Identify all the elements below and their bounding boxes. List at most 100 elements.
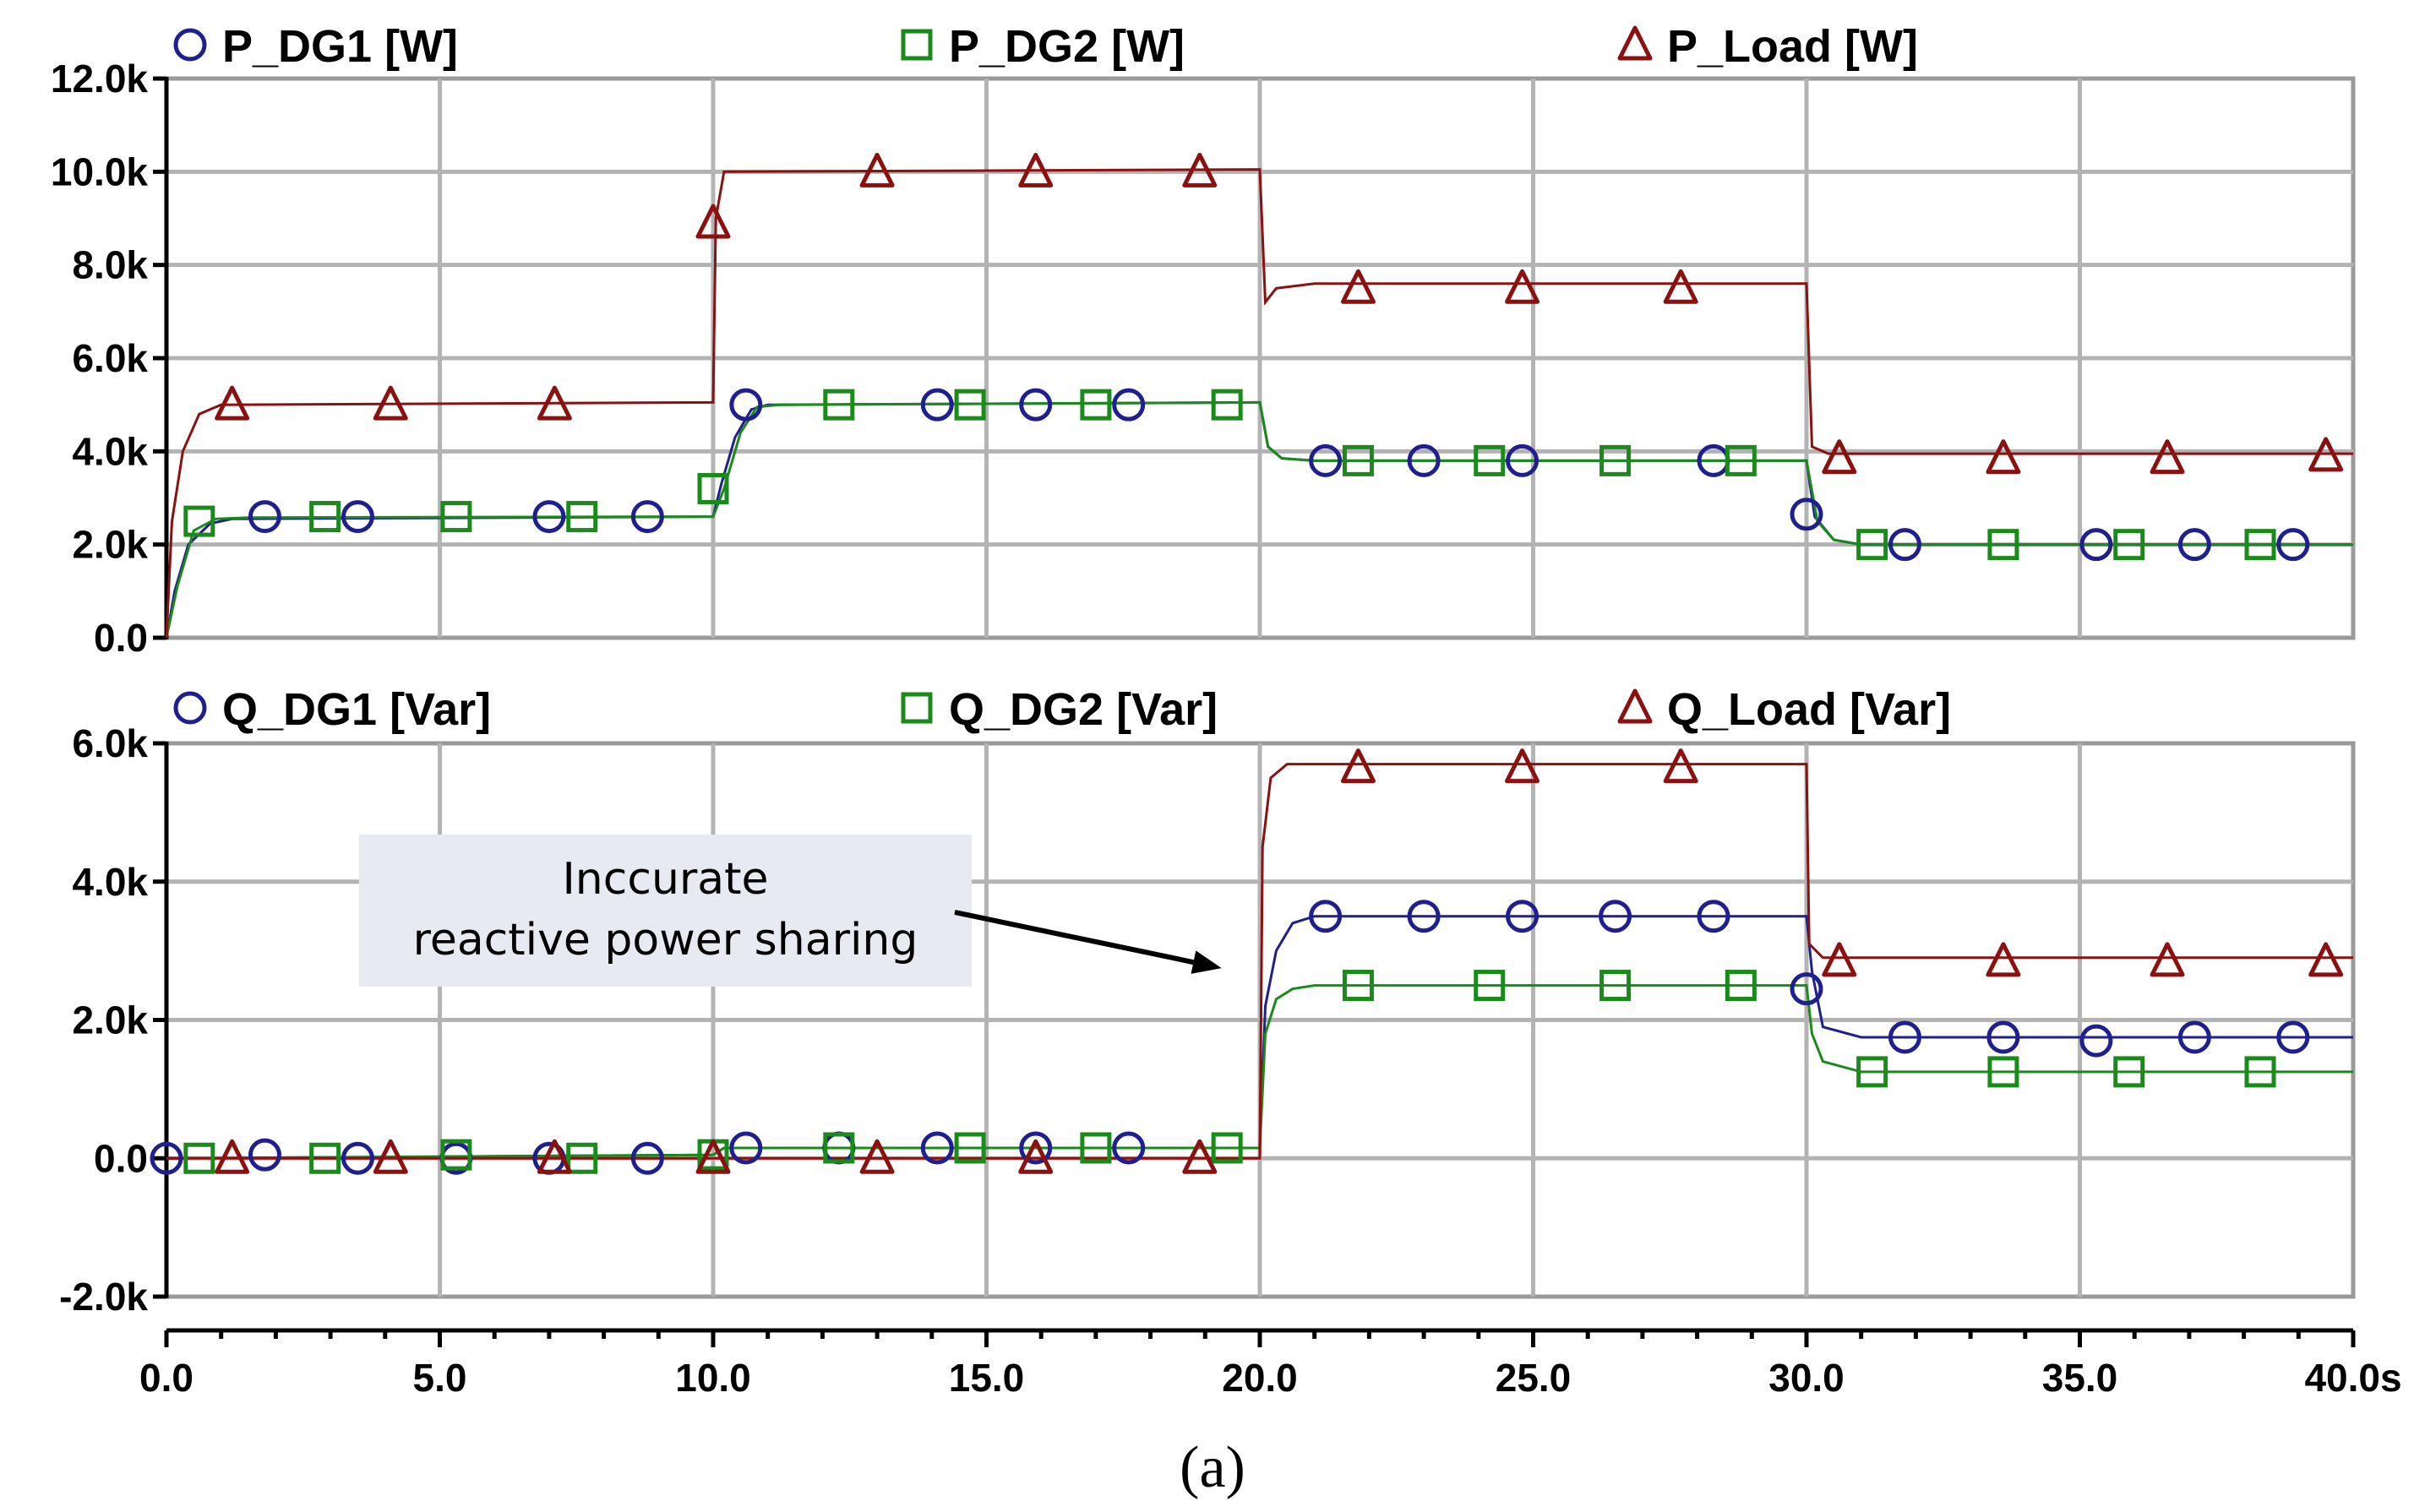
- data-point-p-dg1: [1112, 388, 1146, 422]
- legend-marker-p-load: [1617, 25, 1653, 61]
- data-point-q-dg2: [1599, 970, 1632, 1002]
- figure-caption: (a): [1180, 1435, 1245, 1500]
- annotation-text: reactive power sharing: [413, 915, 918, 965]
- annotation-arrow-shaft: [954, 910, 1195, 965]
- data-point-q-dg1: [341, 1141, 374, 1175]
- data-point-q-load: [215, 1139, 250, 1174]
- y-tick-label: -2.0k: [59, 1275, 148, 1319]
- series-line-q-load: [166, 763, 2353, 1160]
- x-tick-label: 30.0: [1768, 1356, 1845, 1400]
- data-point-q-dg1: [1309, 900, 1343, 933]
- data-point-p-dg1: [1309, 443, 1343, 477]
- data-point-q-dg1: [920, 1131, 954, 1165]
- data-point-p-dg2: [2244, 529, 2276, 561]
- data-point-q-dg1: [2079, 1024, 2113, 1058]
- series-line-q-dg2: [166, 984, 2353, 1160]
- legend-label-q-dg2: Q_DG2 [Var]: [949, 684, 1218, 735]
- legend-label-p-dg2: P_DG2 [W]: [949, 21, 1185, 72]
- x-tick-label: 5.0: [413, 1356, 467, 1400]
- data-point-q-dg2: [1342, 970, 1374, 1002]
- annotation-text: Inccurate: [562, 854, 768, 905]
- data-point-p-dg1: [248, 500, 281, 534]
- data-point-p-dg2: [954, 389, 986, 421]
- data-point-p-dg2: [1080, 389, 1112, 421]
- data-point-p-dg2: [1725, 444, 1757, 476]
- data-point-q-dg1: [1112, 1131, 1146, 1165]
- legend-marker-p-dg1: [173, 28, 207, 62]
- data-point-q-dg1: [1599, 900, 1632, 933]
- data-point-q-dg2: [2244, 1056, 2276, 1088]
- data-point-q-load: [2308, 942, 2344, 977]
- legend-marker-q-dg1: [173, 691, 207, 725]
- data-point-q-dg2: [1987, 1056, 2019, 1088]
- x-tick-label: 20.0: [1222, 1356, 1298, 1400]
- chart-panel-1: 0.0 2.0k 4.0k 6.0k 8.0k 10.0k 12.0k P_DG1 [W] P_…: [51, 21, 2356, 660]
- data-point-q-dg2: [440, 1139, 472, 1171]
- data-point-p-load: [537, 385, 572, 421]
- legend-label-q-dg1: Q_DG1 [Var]: [222, 684, 491, 735]
- data-point-p-dg2: [1856, 529, 1888, 561]
- data-point-p-dg2: [2113, 529, 2145, 561]
- data-point-p-dg2: [823, 389, 855, 421]
- data-point-p-dg1: [1888, 528, 1921, 562]
- data-point-q-dg1: [2276, 1020, 2310, 1054]
- x-tick-label: 35.0: [2042, 1356, 2118, 1400]
- y-tick-label: 12.0k: [51, 57, 149, 101]
- data-point-q-dg2: [183, 1142, 215, 1174]
- y-tick-label: 6.0k: [72, 336, 148, 380]
- data-point-q-dg2: [1856, 1056, 1888, 1088]
- data-point-p-dg2: [183, 505, 215, 537]
- data-point-q-dg1: [1790, 972, 1823, 1006]
- y-tick-label: 10.0k: [51, 150, 149, 193]
- data-point-p-dg1: [532, 500, 566, 534]
- y-tick-label: 0.0: [94, 616, 148, 660]
- data-point-q-dg1: [248, 1138, 281, 1172]
- data-point-q-dg2: [1080, 1132, 1112, 1164]
- data-point-q-load: [859, 1139, 895, 1174]
- y-tick-label: 2.0k: [72, 998, 148, 1042]
- data-point-p-dg2: [566, 501, 598, 533]
- data-point-q-dg2: [954, 1132, 986, 1164]
- data-point-p-dg1: [1019, 388, 1053, 422]
- data-point-q-load: [1505, 748, 1540, 784]
- data-point-q-load: [1340, 748, 1376, 784]
- data-point-q-dg1: [1697, 900, 1730, 933]
- data-point-p-dg2: [309, 501, 341, 533]
- x-tick-label: 10.0: [675, 1356, 751, 1400]
- data-point-q-dg1: [1986, 1020, 2020, 1054]
- data-point-q-dg1: [2177, 1020, 2211, 1054]
- y-tick-label: 8.0k: [72, 243, 148, 287]
- data-point-q-dg2: [1725, 970, 1757, 1002]
- data-point-p-load: [1505, 269, 1540, 304]
- y-tick-label: 4.0k: [72, 429, 148, 473]
- data-point-q-load: [537, 1139, 572, 1174]
- chart-panel-2: -2.0k 0.0 2.0k 4.0k 6.0k Q_DG1 [Var] Q_DG2 [Va…: [59, 684, 2401, 1400]
- data-point-p-load: [695, 204, 731, 239]
- x-tick-label: 15.0: [949, 1356, 1025, 1400]
- data-point-q-dg2: [2113, 1056, 2145, 1088]
- data-point-p-dg2: [697, 472, 729, 504]
- annotation-arrow-head: [1191, 950, 1222, 974]
- data-point-p-dg1: [2276, 528, 2310, 562]
- data-point-p-load: [859, 152, 895, 188]
- data-point-q-dg2: [1474, 970, 1506, 1002]
- legend-marker-q-dg2: [901, 692, 933, 724]
- data-point-q-load: [1663, 748, 1698, 784]
- data-point-q-dg2: [309, 1142, 341, 1174]
- data-point-q-dg1: [630, 1141, 664, 1175]
- data-point-q-load: [1986, 942, 2021, 977]
- data-point-p-dg2: [1599, 444, 1632, 476]
- x-tick-label: 40.0s: [2304, 1356, 2401, 1400]
- legend-marker-p-dg2: [901, 29, 933, 61]
- series-line-p-load: [165, 168, 2353, 639]
- y-tick-label: 2.0k: [72, 523, 148, 567]
- data-point-p-load: [373, 385, 408, 421]
- data-point-q-dg1: [1506, 900, 1539, 933]
- y-tick-label: 4.0k: [72, 860, 148, 904]
- data-point-q-load: [373, 1139, 408, 1174]
- data-point-p-dg1: [1407, 443, 1441, 477]
- data-point-p-dg1: [2177, 528, 2211, 562]
- data-point-p-load: [2150, 439, 2185, 475]
- data-point-p-load: [1018, 152, 1054, 188]
